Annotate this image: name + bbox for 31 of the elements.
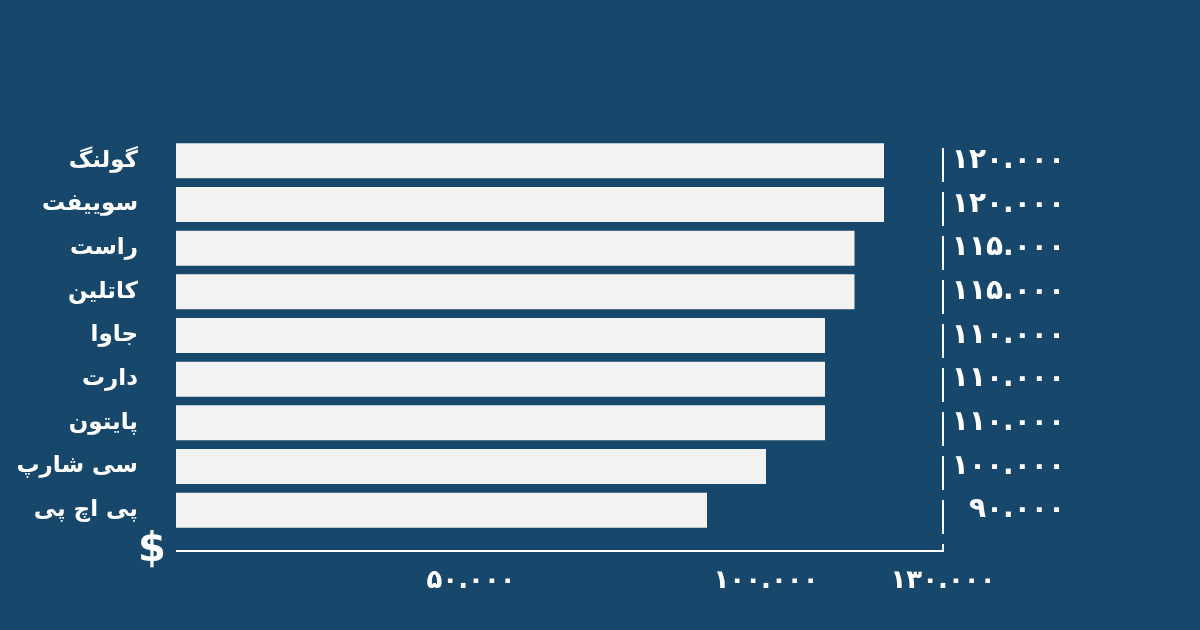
bar — [176, 405, 825, 441]
y-tick-label: راست — [69, 233, 138, 261]
bar — [176, 361, 825, 397]
y-tick-label: پایتون — [68, 407, 138, 435]
data-label: ۱۱۵.۰۰۰ — [951, 229, 1065, 263]
y-tick-label: سوییفت — [42, 189, 138, 217]
y-tick-label: کاتلین — [67, 276, 139, 304]
bar — [176, 230, 855, 266]
data-label: ۹۰.۰۰۰ — [968, 491, 1065, 525]
text: $ — [138, 524, 166, 571]
data-label: ۱۱۰.۰۰۰ — [951, 316, 1065, 350]
x-tick-label: ۱۳۰.۰۰۰ — [890, 564, 996, 595]
x-tick-label: ۱۰۰.۰۰۰ — [713, 564, 819, 595]
y-tick-label: پی اچ پی — [33, 495, 138, 523]
data-label: ۱۱۰.۰۰۰ — [951, 360, 1065, 394]
bar — [176, 318, 825, 353]
bar — [176, 274, 855, 310]
data-label: ۱۲۰.۰۰۰ — [951, 185, 1065, 219]
bar — [176, 449, 766, 484]
y-tick-label: سی شارپ — [16, 451, 138, 479]
y-tick-label: گولنگ — [68, 145, 139, 173]
data-label: ۱۰۰.۰۰۰ — [951, 447, 1065, 481]
data-label: ۱۱۵.۰۰۰ — [951, 273, 1065, 307]
y-tick-label: جاوا — [90, 320, 138, 348]
x-tick-label: ۵۰.۰۰۰ — [426, 564, 516, 595]
data-label: ۱۱۰.۰۰۰ — [951, 404, 1065, 438]
data-label: ۱۲۰.۰۰۰ — [951, 142, 1065, 176]
bar — [176, 492, 707, 528]
bar — [176, 143, 884, 179]
y-tick-label: دارت — [81, 364, 139, 392]
bar — [176, 187, 884, 222]
